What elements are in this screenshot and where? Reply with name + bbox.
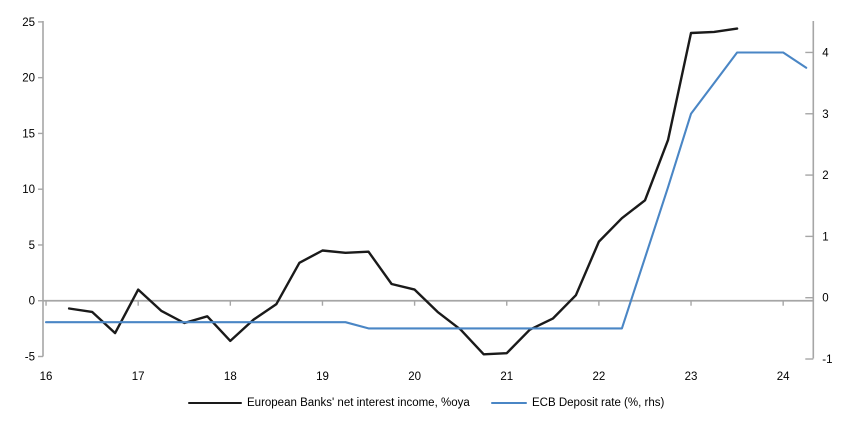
right-axis-tick-label: 3 (822, 109, 828, 121)
left-axis-tick-label: -5 (25, 352, 35, 364)
x-axis-tick-label: 22 (592, 371, 605, 383)
x-axis-tick-label: 18 (224, 371, 237, 383)
x-axis-tick-label: 24 (777, 371, 790, 383)
x-axis-tick-label: 16 (40, 371, 53, 383)
legend-item-nii: European Banks' net interest income, %oy… (188, 395, 470, 411)
left-axis-tick-label: 15 (22, 128, 35, 140)
left-axis-tick-label: 25 (22, 17, 35, 29)
ecb-deposit-rate-series (44, 51, 808, 330)
right-axis-tick-label: 1 (822, 231, 828, 243)
right-axis-tick-label: 0 (822, 293, 828, 305)
x-axis-tick-label: 23 (685, 371, 698, 383)
legend-label-ecb: ECB Deposit rate (%, rhs) (532, 397, 665, 409)
legend-label-nii: European Banks' net interest income, %oy… (247, 397, 470, 409)
x-axis-tick-label: 17 (132, 371, 145, 383)
right-axis-tick-label: 4 (822, 47, 829, 59)
left-axis-tick-label: 0 (29, 296, 35, 308)
right-axis-tick-label: 2 (822, 170, 828, 182)
legend: European Banks' net interest income, %oy… (0, 395, 852, 415)
x-axis-tick-label: 20 (408, 371, 421, 383)
right-axis-tick-label: -1 (822, 354, 832, 366)
x-axis-tick-label: 19 (316, 371, 329, 383)
left-axis-tick-label: 20 (22, 73, 35, 85)
left-axis-tick-label: 5 (29, 240, 35, 252)
legend-item-ecb: ECB Deposit rate (%, rhs) (491, 395, 664, 411)
nii-line-series (67, 27, 739, 356)
nii-line-swatch (188, 401, 242, 405)
ecb-line-swatch (491, 401, 527, 405)
x-axis-tick-label: 21 (500, 371, 513, 383)
left-axis-tick-label: 10 (22, 184, 35, 196)
